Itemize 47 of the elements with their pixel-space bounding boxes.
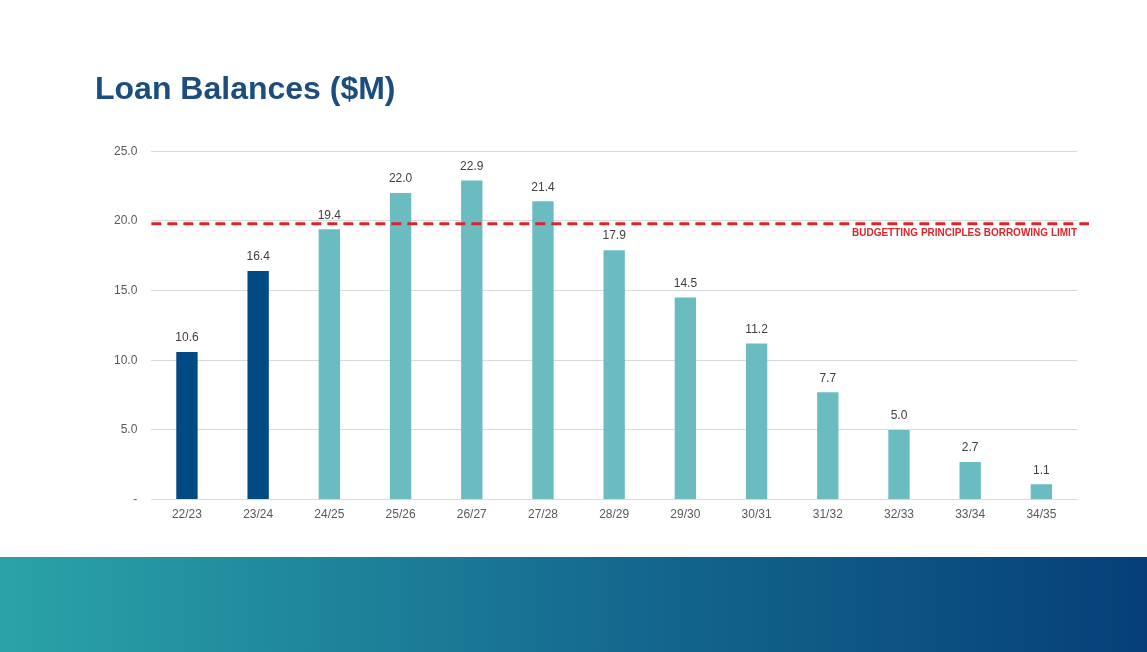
data-label: 10.6 [175, 330, 199, 345]
x-tick-label: 30/31 [741, 507, 772, 522]
y-tick-label: 10.0 [114, 352, 138, 367]
y-tick-label: 20.0 [114, 213, 138, 228]
data-label: 16.4 [246, 249, 271, 264]
bar [318, 229, 341, 500]
data-label: 11.2 [745, 321, 769, 336]
bar [603, 250, 625, 500]
data-label: 22.0 [388, 171, 413, 186]
x-tick-label: 27/28 [527, 507, 559, 522]
data-label: 17.9 [602, 228, 627, 243]
x-tick-label: 22/23 [171, 507, 203, 522]
y-tick-label: 15.0 [114, 282, 138, 297]
x-tick-label: 33/34 [955, 507, 986, 522]
x-tick-label: 32/33 [883, 507, 915, 522]
bar [745, 343, 768, 500]
x-tick-label: 24/25 [314, 507, 345, 522]
data-label: 7.7 [819, 370, 837, 385]
x-tick-label: 26/27 [456, 507, 488, 522]
bar [959, 461, 981, 500]
x-tick-label: 23/24 [243, 507, 274, 522]
y-tick-label: 5.0 [120, 422, 138, 437]
bar [389, 193, 412, 500]
y-tick-label: - [133, 491, 138, 506]
ref-line-label: BUDGETTING PRINCIPLES BORROWING LIMIT [852, 227, 1077, 239]
bar [247, 271, 269, 500]
x-tick-label: 29/30 [670, 507, 701, 522]
bar [888, 429, 910, 500]
x-tick-label: 31/32 [812, 507, 844, 522]
x-tick-label: 28/29 [599, 507, 630, 522]
data-label: 1.1 [1033, 462, 1051, 477]
data-label: 14.5 [673, 275, 698, 290]
x-tick-label: 34/35 [1026, 507, 1057, 522]
bar [817, 392, 839, 500]
bar [461, 180, 483, 500]
bar [1030, 484, 1053, 500]
bar [532, 201, 554, 500]
data-label: 22.9 [460, 158, 484, 173]
chart-title: Loan Balances ($M) [95, 70, 396, 107]
bar [176, 351, 198, 500]
x-tick-label: 25/26 [385, 507, 416, 522]
bar [674, 297, 697, 500]
data-label: 19.4 [317, 207, 342, 222]
data-label: 2.7 [961, 440, 979, 455]
data-label: 21.4 [531, 179, 555, 194]
data-label: 5.0 [890, 408, 908, 423]
y-tick-label: 25.0 [114, 143, 138, 158]
